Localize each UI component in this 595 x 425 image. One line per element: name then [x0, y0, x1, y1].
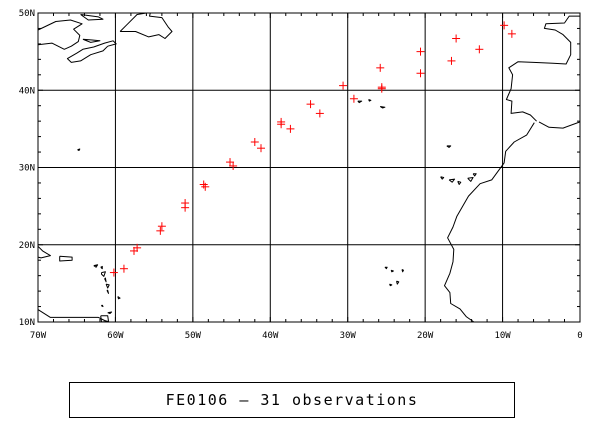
observation-marker: [475, 45, 484, 54]
observation-marker: [286, 124, 295, 133]
coastline: [440, 176, 445, 180]
observation-marker: [452, 34, 461, 43]
coastline: [59, 255, 73, 262]
coastline: [77, 148, 81, 151]
coastline: [389, 283, 393, 287]
map-plot: 70W 60W 50W 40W 30W 20W 10W 0 10N 20N 30N 40N 50N: [19, 9, 583, 341]
observation-marker: [315, 109, 324, 118]
coastline: [444, 122, 535, 323]
coastline: [448, 178, 456, 183]
coastline: [117, 296, 121, 300]
observation-marker: [447, 56, 456, 65]
observation-marker: [277, 120, 286, 129]
coastline: [457, 180, 462, 185]
lat-tick-label: 10N: [19, 318, 35, 328]
observation-marker: [201, 182, 210, 191]
observation-marker: [156, 226, 165, 235]
coastline: [107, 311, 113, 314]
coastline: [93, 264, 99, 268]
lon-tick-label: 0: [577, 331, 582, 341]
coastline: [101, 271, 106, 277]
observation-marker: [416, 47, 425, 56]
coastline: [401, 269, 404, 273]
coastline: [119, 12, 173, 39]
observation-marker: [109, 268, 118, 277]
longitude-labels: 70W 60W 50W 40W 30W 20W 10W 0: [30, 331, 583, 341]
lon-tick-label: 10W: [494, 331, 511, 341]
lon-tick-label: 70W: [30, 331, 47, 341]
coastline: [446, 145, 452, 148]
latitude-labels: 10N 20N 30N 40N 50N: [19, 9, 35, 328]
coastlines: [37, 12, 581, 323]
coastline: [37, 19, 83, 50]
lat-tick-label: 40N: [19, 86, 35, 96]
observation-marker: [250, 138, 259, 147]
observation-marker: [349, 94, 358, 103]
coastline: [66, 40, 117, 63]
observation-marker: [507, 29, 516, 38]
observation-marker: [376, 63, 385, 72]
observation-marker: [306, 100, 315, 109]
coastline: [80, 14, 104, 21]
lat-tick-label: 50N: [19, 9, 35, 19]
observation-marker: [181, 199, 190, 208]
grid-lines: [38, 13, 580, 322]
coastline: [104, 277, 107, 283]
observation-marker: [229, 161, 238, 170]
lon-tick-label: 50W: [185, 331, 202, 341]
observation-marker: [416, 69, 425, 78]
observation-marker: [500, 21, 509, 30]
coastline: [467, 177, 474, 182]
coastline: [100, 265, 103, 270]
coastline: [37, 245, 51, 259]
observation-marker: [133, 243, 142, 252]
lon-tick-label: 40W: [262, 331, 279, 341]
lat-tick-label: 30N: [19, 164, 35, 174]
lat-tick-label: 20N: [19, 241, 35, 251]
coastline: [368, 99, 372, 102]
coastline: [396, 280, 400, 285]
coastline: [82, 38, 101, 43]
coastline: [384, 266, 388, 270]
map-frame: [37, 12, 581, 323]
coastline: [472, 173, 477, 177]
coastline: [379, 106, 386, 109]
lon-tick-label: 20W: [417, 331, 434, 341]
coastline: [105, 283, 110, 289]
lon-tick-label: 30W: [340, 331, 357, 341]
coastline: [357, 100, 363, 104]
coastline: [106, 289, 109, 294]
observation-marker: [339, 81, 348, 90]
coastline: [101, 304, 104, 308]
lon-tick-label: 60W: [107, 331, 124, 341]
caption: FE0106 — 31 observations: [165, 391, 419, 409]
coastline: [100, 315, 109, 323]
coastline: [538, 121, 581, 129]
coastline: [505, 15, 580, 122]
observation-markers: [109, 21, 516, 277]
observation-marker: [256, 144, 265, 153]
coastline: [37, 309, 110, 323]
coastline: [390, 269, 394, 273]
caption-box: FE0106 — 31 observations: [69, 382, 515, 418]
observation-marker: [377, 83, 386, 92]
observation-marker: [119, 264, 128, 273]
observation-marker: [157, 222, 166, 231]
